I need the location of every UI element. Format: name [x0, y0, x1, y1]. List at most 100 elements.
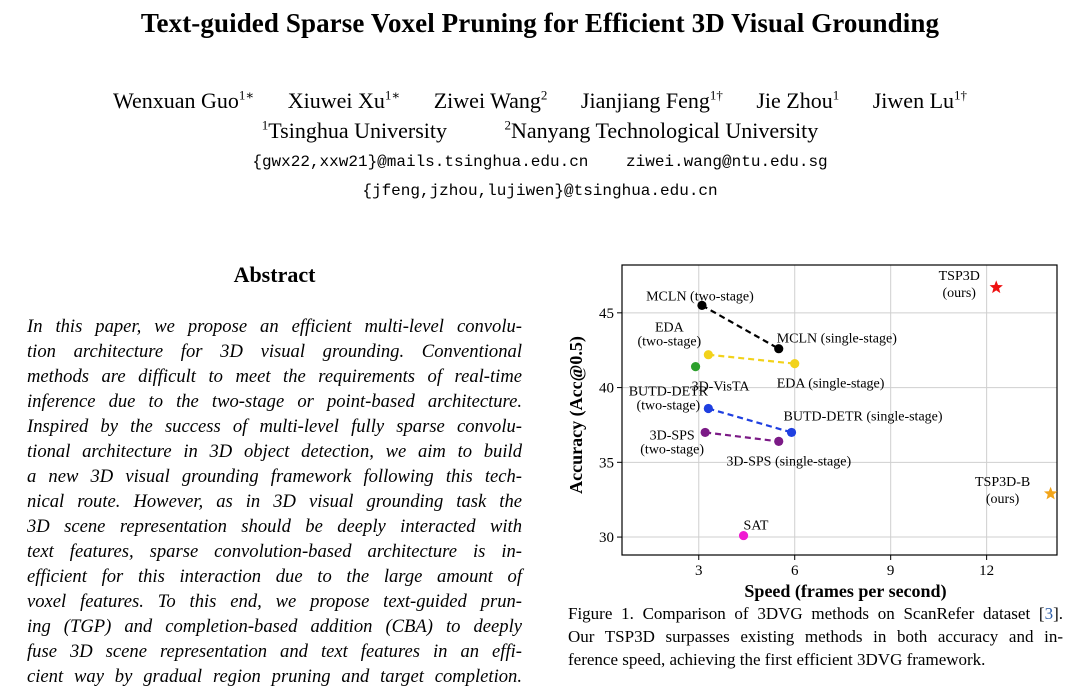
abstract-line: ing (TGP) and completion-based addition … [27, 616, 522, 637]
abstract-line: In this paper, we propose an efficient m… [27, 316, 522, 337]
email: {gwx22,xxw21}@mails.tsinghua.edu.cn [252, 153, 589, 171]
y-axis-title: Accuracy (Acc@0.5) [566, 336, 587, 494]
author-affil-mark: 1∗ [384, 87, 401, 103]
point-marker [697, 300, 707, 310]
point-label: EDA [655, 321, 685, 336]
y-tick-label: 35 [599, 455, 614, 471]
author-affil-mark: 1† [709, 87, 723, 103]
point-label: 3D-VisTA [692, 380, 751, 395]
point-marker [774, 344, 784, 354]
connector-line [705, 431, 779, 443]
author-affil-mark: 2 [540, 87, 548, 103]
point-label: (two-stage) [640, 442, 704, 457]
paper-title: Text-guided Sparse Voxel Pruning for Eff… [140, 8, 940, 38]
x-tick-label: 9 [887, 563, 895, 579]
x-tick-label: 12 [979, 563, 994, 579]
affil-name: Nanyang Technological University [511, 118, 819, 143]
affiliation: 2Nanyang Technological University [505, 118, 819, 143]
point-label: (ours) [986, 492, 1020, 507]
caption-text: Our TSP3D surpasses existing methods in … [568, 627, 1063, 646]
point-label: (two-stage) [637, 335, 701, 350]
author-name: Wenxuan Guo [112, 88, 239, 113]
affiliation: 1Tsinghua University [262, 118, 447, 143]
point-label: (ours) [943, 286, 977, 301]
point-marker [790, 359, 800, 369]
point-label: (two-stage) [636, 399, 700, 414]
point-label: MCLN (single-stage) [777, 332, 897, 347]
y-tick-label: 40 [599, 381, 614, 397]
caption-text: ]. [1053, 604, 1063, 623]
connector-line [701, 304, 780, 350]
caption-line: ference speed, achieving the first effic… [568, 648, 1063, 671]
affil-mark: 1 [261, 117, 269, 133]
author: Ziwei Wang2 [434, 88, 548, 113]
point-marker [690, 362, 701, 372]
author-affil-mark: 1† [954, 87, 968, 103]
abstract-line: a new 3D visual grounding framework foll… [27, 466, 522, 487]
caption-text: Figure 1. Comparison of 3DVG methods on … [568, 604, 1045, 623]
point-label: BUTD-DETR (single-stage) [784, 409, 943, 424]
author-name: Jiwen Lu [872, 88, 955, 113]
email: ziwei.wang@ntu.edu.sg [626, 153, 828, 171]
point-marker [786, 427, 797, 438]
abstract-line: tion architecture for 3D visual groundin… [27, 341, 522, 362]
point-marker [738, 530, 749, 541]
point-marker [700, 427, 710, 438]
affiliation-list: 1Tsinghua University 2Nanyang Technologi… [0, 118, 1080, 144]
point-marker [703, 350, 713, 360]
point-label: SAT [744, 519, 769, 534]
point-label: TSP3D-B [975, 475, 1030, 490]
email-line: {jfeng,jzhou,lujiwen}@tsinghua.edu.cn [0, 182, 1080, 200]
connector-line [708, 353, 795, 365]
scatter-chart: 3 6 9 12 30 35 40 45 Speed (frames per second) Ac… [566, 264, 1058, 602]
author: Jiwen Lu1† [873, 88, 967, 113]
figure-1: 3 6 9 12 30 35 40 45 Speed (frames per second) Ac… [560, 255, 1065, 602]
figure-caption: Figure 1. Comparison of 3DVG methods on … [568, 602, 1063, 671]
abstract-heading: Abstract [233, 262, 316, 287]
star-marker [989, 280, 1003, 294]
caption-text: ference speed, achieving the first effic… [568, 650, 986, 669]
y-tick-label: 45 [599, 306, 614, 322]
author-list: Wenxuan Guo1∗ Xiuwei Xu1∗ Ziwei Wang2 Ji… [0, 88, 1080, 114]
abstract-line: inference due to the two-stage or point-… [27, 391, 522, 412]
author: Jianjiang Feng1† [581, 88, 723, 113]
y-tick-label: 30 [599, 530, 614, 546]
point-label: 3D-SPS (single-stage) [726, 454, 851, 469]
point-label: TSP3D [939, 269, 980, 284]
citation-link[interactable]: 3 [1044, 604, 1054, 623]
x-tick-label: 3 [695, 563, 703, 579]
x-tick-label: 6 [791, 563, 799, 579]
author: Xiuwei Xu1∗ [288, 88, 401, 113]
abstract-line: efficient for this interaction due to th… [27, 566, 522, 587]
affil-name: Tsinghua University [268, 118, 447, 143]
author-name: Jie Zhou [756, 88, 833, 113]
point-label: BUTD-DETR [629, 385, 709, 400]
caption-line: Figure 1. Comparison of 3DVG methods on … [568, 602, 1063, 625]
caption-line: Our TSP3D surpasses existing methods in … [568, 625, 1063, 648]
abstract-line: tional architecture in 3D object detecti… [27, 441, 522, 462]
abstract-body: In this paper, we propose an efficient m… [27, 314, 522, 688]
author-name: Ziwei Wang [433, 88, 541, 113]
affil-mark: 2 [504, 117, 512, 133]
abstract-line: cient way by gradual region pruning and … [27, 666, 522, 687]
point-marker [774, 436, 784, 446]
point-label: MCLN (two-stage) [646, 289, 754, 304]
abstract-line: methods are difficult to meet the requir… [27, 366, 522, 387]
email: {jfeng,jzhou,lujiwen}@tsinghua.edu.cn [362, 182, 718, 200]
author: Jie Zhou1 [756, 88, 839, 113]
point-marker [703, 403, 713, 414]
abstract-line: fuse 3D scene representation and text fe… [27, 641, 522, 662]
abstract-line: 3D scene representation should be deeply… [27, 516, 522, 537]
abstract-line: text features, sparse convolution-based … [27, 541, 522, 562]
author-affil-mark: 1 [832, 87, 840, 103]
point-label: EDA (single-stage) [777, 377, 885, 392]
abstract-line: Inspired by the success of multi-level f… [27, 416, 522, 437]
abstract-line: nical route. However, as in 3D visual gr… [27, 491, 522, 512]
email-line: {gwx22,xxw21}@mails.tsinghua.edu.cn ziwe… [0, 153, 1080, 171]
author-affil-mark: 1∗ [238, 87, 255, 103]
author-name: Jianjiang Feng [580, 88, 710, 113]
star-marker [1043, 486, 1058, 500]
author: Wenxuan Guo1∗ [113, 88, 254, 113]
plot-frame [621, 264, 1058, 556]
abstract-line: voxel features. To this end, we propose … [27, 591, 522, 612]
